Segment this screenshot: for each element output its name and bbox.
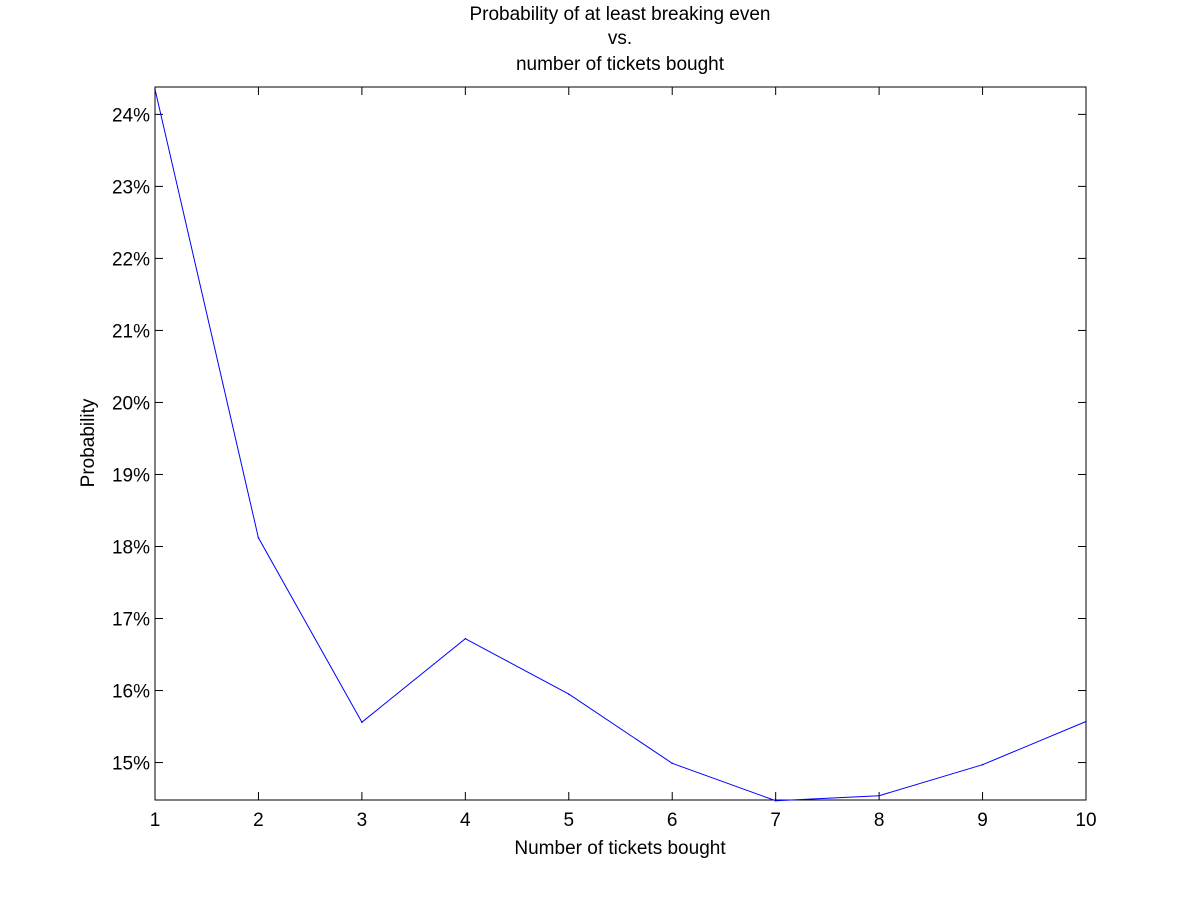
title-line-2: vs. (608, 28, 632, 49)
x-tick-label: 2 (253, 810, 264, 831)
x-tick-label: 5 (563, 810, 574, 831)
x-axis: 1 2 3 4 5 6 7 8 9 10 (150, 87, 1097, 831)
title-line-3: number of tickets bought (516, 54, 725, 75)
x-tick-label: 7 (770, 810, 781, 831)
y-axis: 15% 16% 17% 18% 19% 20% 21% 22% 23% 24% (112, 105, 1086, 775)
data-point (671, 762, 674, 765)
y-tick-label: 20% (112, 393, 150, 414)
x-tick-label: 9 (977, 810, 988, 831)
y-tick-label: 19% (112, 465, 150, 486)
chart-title: Probability of at least breaking even vs… (469, 4, 770, 75)
data-point (464, 637, 467, 640)
title-line-1: Probability of at least breaking even (469, 4, 770, 25)
y-tick-label: 15% (112, 754, 150, 775)
series-line-0 (154, 89, 1087, 802)
data-point (567, 693, 570, 695)
x-tick-label: 10 (1075, 810, 1096, 831)
data-point (1085, 720, 1087, 723)
y-tick-label: 22% (112, 249, 150, 270)
x-tick-label: 3 (357, 810, 368, 831)
series-layer (154, 88, 1087, 802)
x-tick-label: 8 (874, 810, 885, 831)
y-tick-label: 18% (112, 537, 150, 558)
x-tick-label: 6 (667, 810, 678, 831)
y-tick-label: 17% (112, 610, 150, 631)
data-point (878, 794, 880, 797)
data-point (981, 763, 984, 766)
y-tick-label: 23% (112, 177, 150, 198)
y-tick-label: 24% (112, 105, 150, 126)
x-tick-label: 1 (150, 810, 161, 831)
data-point (257, 537, 260, 539)
data-point (774, 799, 777, 802)
y-tick-label: 16% (112, 682, 150, 703)
y-tick-label: 21% (112, 321, 150, 342)
data-point (154, 88, 156, 90)
x-tick-label: 4 (460, 810, 471, 831)
plot-area (154, 86, 1087, 801)
x-axis-label: Number of tickets bought (514, 838, 726, 859)
y-axis-label: Probability (78, 398, 99, 487)
data-point (361, 721, 363, 724)
